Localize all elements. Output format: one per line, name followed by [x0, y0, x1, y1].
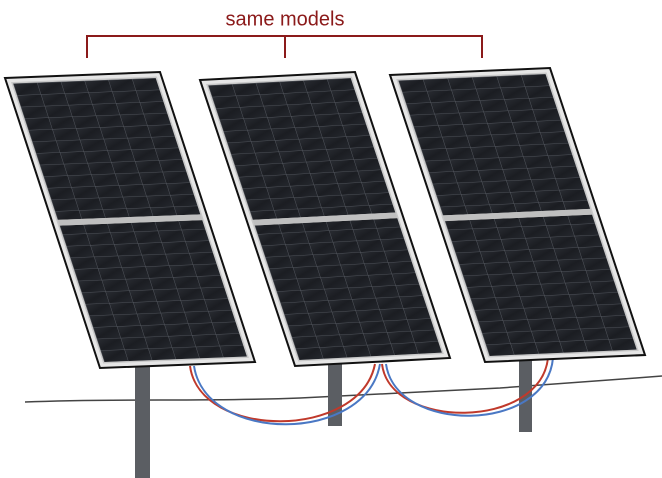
page: same models (() => { const data = JSON.p…	[0, 0, 662, 478]
post	[135, 366, 150, 478]
label: same models	[226, 8, 345, 30]
bracket	[87, 36, 482, 58]
cables	[190, 358, 553, 424]
ground	[25, 376, 662, 402]
illustration: same models	[0, 0, 662, 478]
